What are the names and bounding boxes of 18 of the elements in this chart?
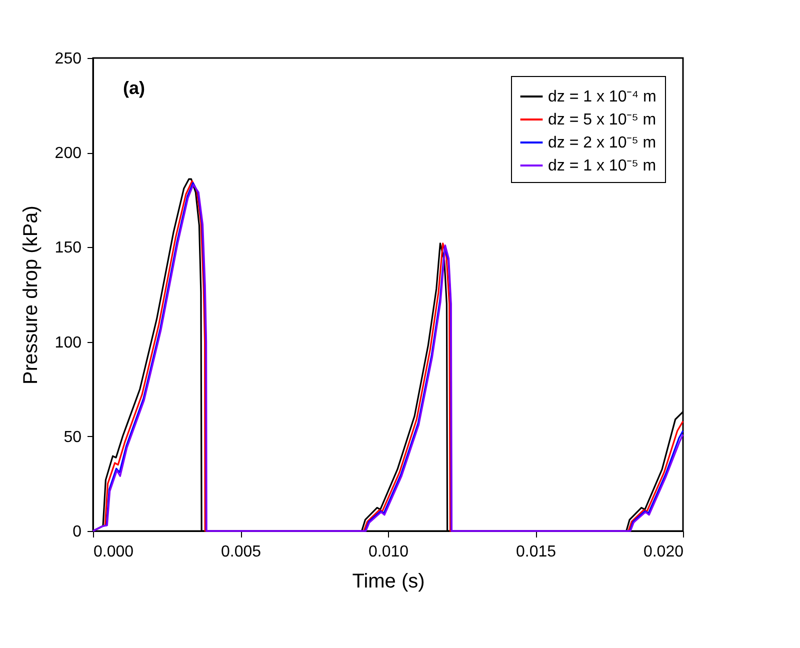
x-tick-label: 0.015 <box>516 544 556 560</box>
y-tick-label: 50 <box>64 428 82 446</box>
legend-label: dz = 5 x 10⁻⁵ m <box>548 112 656 128</box>
y-tick-label: 0 <box>72 524 82 540</box>
annotation: (a) <box>123 78 146 98</box>
legend-label: dz = 1 x 10⁻⁵ m <box>548 158 656 174</box>
x-axis-title: Time (s) <box>352 570 425 592</box>
x-tick-label: 0.020 <box>643 544 684 560</box>
y-tick-label: 250 <box>54 50 82 68</box>
y-tick-label: 100 <box>54 334 82 352</box>
x-tick-label: 0.000 <box>94 544 134 560</box>
y-axis-title: Pressure drop (kPa) <box>20 206 42 384</box>
x-tick-label: 0.010 <box>368 544 409 560</box>
legend-label: dz = 2 x 10⁻⁵ m <box>548 134 656 152</box>
y-tick-label: 200 <box>54 145 82 162</box>
x-tick-label: 0.005 <box>220 544 262 560</box>
legend-label: dz = 1 x 10⁻⁴ m <box>548 88 656 106</box>
y-tick-label: 150 <box>54 240 82 257</box>
